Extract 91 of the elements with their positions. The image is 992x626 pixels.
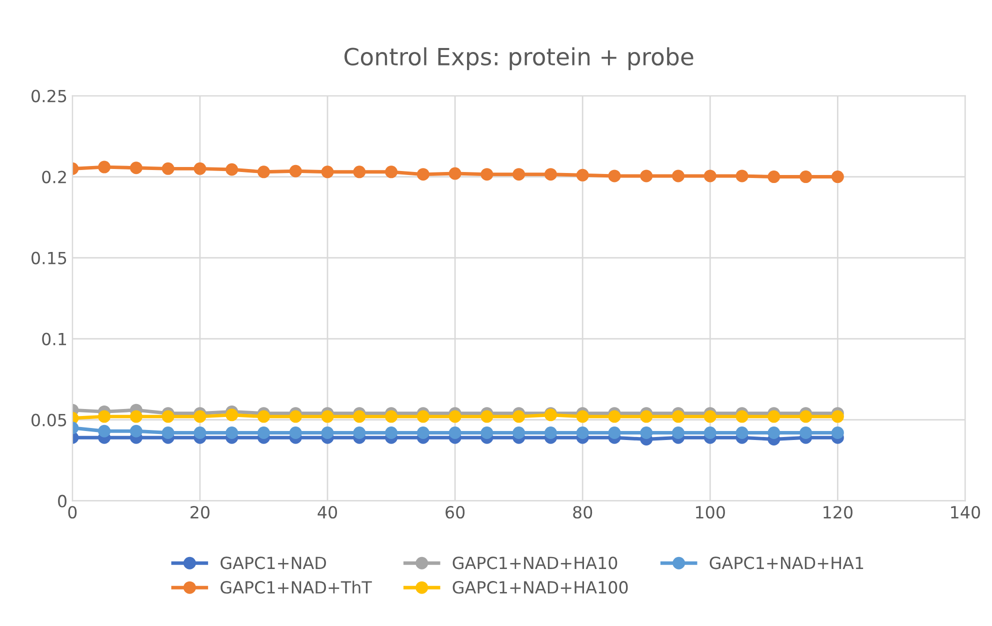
- point: [768, 426, 780, 440]
- point: [576, 426, 589, 440]
- point: [130, 410, 142, 423]
- point: [226, 163, 238, 176]
- point: [608, 170, 621, 182]
- point: [385, 410, 398, 423]
- point: [512, 410, 526, 423]
- point: [704, 170, 716, 182]
- x-tick-label: 40: [318, 506, 337, 519]
- point: [162, 410, 174, 423]
- point: [257, 166, 270, 178]
- point: [130, 162, 142, 174]
- point: [800, 170, 812, 184]
- point: [98, 160, 111, 174]
- point: [416, 168, 430, 181]
- point: [226, 426, 238, 440]
- point: [289, 164, 302, 178]
- legend-label: GAPC1+NAD: [220, 556, 326, 570]
- y-tick-label: 0.1: [42, 332, 66, 346]
- point: [608, 426, 621, 440]
- point: [768, 170, 780, 184]
- point: [640, 410, 653, 423]
- point: [800, 426, 812, 440]
- point: [512, 426, 526, 440]
- legend-label: GAPC1+NAD+HA1: [710, 556, 864, 570]
- x-tick-label: 80: [573, 506, 592, 519]
- point: [321, 426, 334, 440]
- point: [321, 166, 334, 178]
- point: [672, 170, 684, 182]
- point: [576, 168, 589, 182]
- y-tick-label: 0: [58, 494, 66, 508]
- point: [480, 168, 494, 181]
- point: [768, 410, 780, 423]
- point: [544, 168, 557, 181]
- y-tick-label: 0.2: [42, 170, 66, 184]
- y-tick-label: 0.15: [32, 252, 66, 264]
- point: [672, 410, 684, 423]
- point: [353, 426, 366, 440]
- point: [353, 166, 366, 178]
- point: [704, 426, 716, 440]
- point: [385, 166, 398, 178]
- y-tick-label: 0.25: [32, 90, 66, 102]
- x-tick-label: 20: [190, 506, 210, 519]
- point: [448, 410, 462, 423]
- point: [162, 162, 174, 175]
- point: [831, 170, 844, 184]
- x-tick-label: 100: [696, 506, 725, 519]
- point: [416, 426, 430, 440]
- point: [480, 426, 494, 440]
- point: [289, 410, 302, 423]
- point: [800, 410, 812, 423]
- point: [226, 408, 238, 422]
- x-tick-label: 140: [951, 506, 980, 519]
- x-tick-label: 0: [68, 506, 77, 519]
- x-tick-label: 60: [446, 506, 465, 519]
- point: [448, 426, 462, 440]
- point: [353, 410, 366, 423]
- point: [98, 410, 111, 423]
- point: [194, 410, 206, 423]
- point: [704, 410, 716, 423]
- point: [512, 168, 526, 181]
- point: [162, 426, 174, 440]
- point: [385, 426, 398, 440]
- point: [194, 426, 206, 440]
- point: [130, 424, 142, 438]
- y-tick-label: 0.05: [32, 414, 66, 426]
- chart-title: Control Exps: protein + probe: [344, 47, 694, 70]
- point: [257, 426, 270, 440]
- point: [194, 162, 206, 175]
- legend-label: GAPC1+NAD+HA100: [452, 581, 628, 594]
- point: [576, 410, 589, 423]
- point: [736, 170, 748, 182]
- point: [640, 170, 653, 182]
- legend-label: GAPC1+NAD+ThT: [220, 580, 372, 594]
- point: [480, 410, 494, 423]
- point: [257, 410, 270, 423]
- point: [321, 410, 334, 423]
- legend-label: GAPC1+NAD+HA10: [452, 556, 618, 570]
- point: [736, 410, 748, 423]
- x-tick-label: 120: [824, 506, 852, 519]
- point: [640, 426, 653, 440]
- point: [608, 410, 621, 423]
- point: [448, 167, 462, 180]
- point: [416, 410, 430, 423]
- point: [98, 424, 111, 438]
- point: [831, 410, 844, 423]
- point: [672, 426, 684, 440]
- point: [736, 426, 748, 440]
- point: [544, 426, 557, 440]
- point: [831, 426, 844, 440]
- point: [289, 426, 302, 440]
